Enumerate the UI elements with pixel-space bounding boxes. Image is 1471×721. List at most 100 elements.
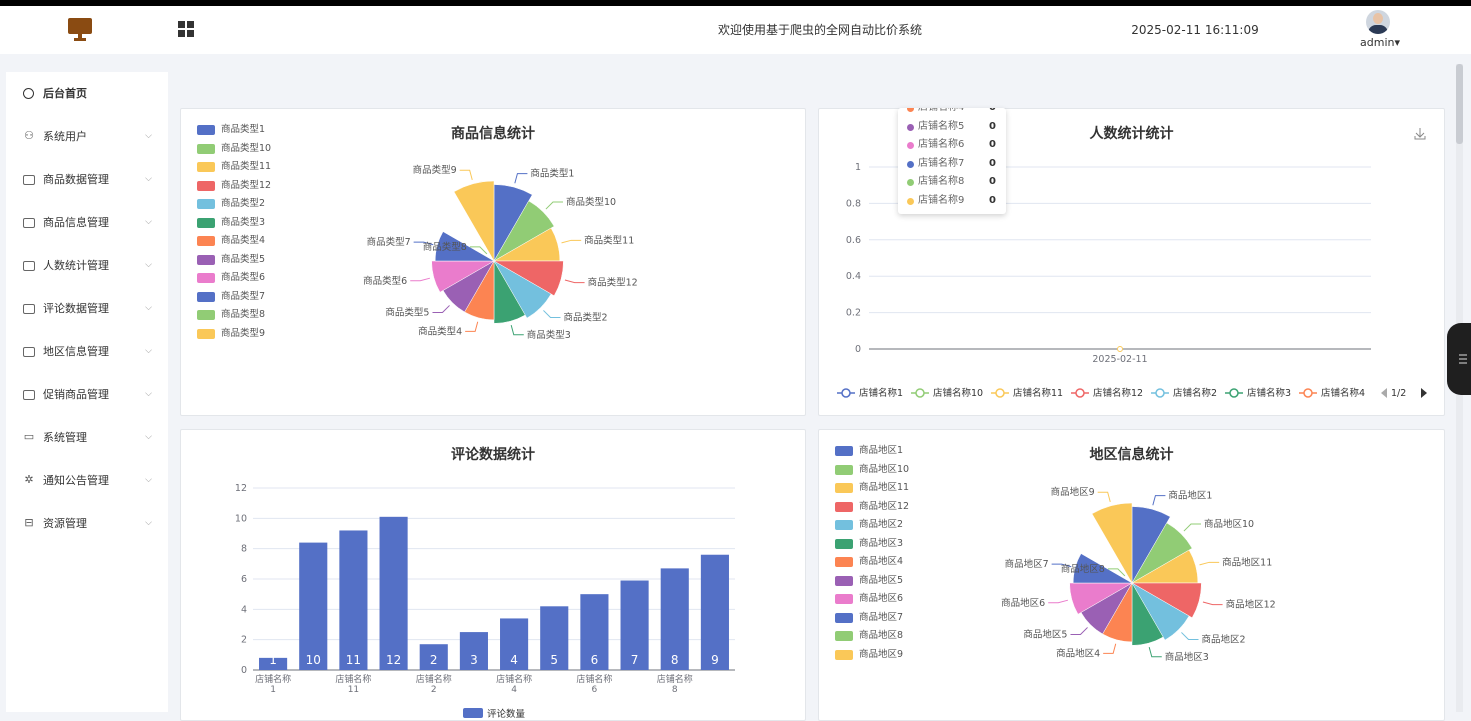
region-info-pie-chart: 商品地区1 商品地区10 商品地区11 商品地区12 商品地区2 商品地区3 商品地区4 商品… [1001,486,1276,663]
menu-grid-icon[interactable] [178,21,194,37]
scrollbar-thumb[interactable] [1456,64,1463,144]
legend-item[interactable]: 商品类型1 [197,121,271,140]
legend-item[interactable]: 评论数量 [463,708,526,720]
sidebar-item-2[interactable]: ⚇ 系统用户 ⌵ [6,115,168,158]
legend-item[interactable]: 商品地区7 [835,609,909,628]
legend-item[interactable]: 商品地区6 [835,590,909,609]
legend-label: 商品地区10 [859,463,910,475]
legend-item[interactable]: 商品地区10 [835,461,909,480]
resource-icon: ⊟ [24,516,34,529]
slice-label: 商品类型2 [564,312,608,324]
legend-item[interactable]: 商品类型10 [197,140,271,159]
legend-swatch [197,162,215,172]
legend-item[interactable]: 商品类型12 [197,177,271,196]
slice-label: 商品类型6 [363,275,407,287]
legend-swatch [835,594,853,604]
bar [259,657,288,670]
legend-swatch [835,557,853,567]
legend-item[interactable]: 店铺名称12 [1071,387,1143,399]
legend-label: 商品类型9 [221,327,266,339]
legend-swatch [463,708,483,718]
sidebar-item-3[interactable]: 商品数据管理 ⌵ [6,158,168,201]
legend-label: 店铺名称4 [1321,387,1365,399]
label-line [459,169,473,180]
legend-item[interactable]: 商品地区5 [835,572,909,591]
clock-icon [23,88,34,99]
legend-item[interactable]: 店铺名称11 [991,387,1063,399]
sidebar-item-label: 地区信息管理 [43,345,109,358]
legend-item[interactable]: 商品类型4 [197,232,271,251]
legend-item[interactable]: 店铺名称1 [837,387,903,399]
legend-item[interactable]: 店铺名称4 [1299,387,1365,399]
sidebar-item-label: 资源管理 [43,517,87,530]
legend-item[interactable]: 商品地区12 [835,498,909,517]
bar [580,594,609,670]
data-point [1117,346,1123,352]
legend-label: 店铺名称12 [1093,387,1143,399]
sidebar-item-8[interactable]: 促销商品管理 ⌵ [6,373,168,416]
legend-item[interactable]: 商品类型7 [197,288,271,307]
legend-item[interactable]: 商品类型3 [197,214,271,233]
slice-label: 商品地区7 [1005,558,1049,570]
sidebar-item-10[interactable]: ✲ 通知公告管理 ⌵ [6,459,168,502]
avatar[interactable] [1366,10,1390,34]
legend-item[interactable]: 商品地区4 [835,553,909,572]
sidebar-item-11[interactable]: ⊟ 资源管理 ⌵ [6,502,168,545]
legend-item[interactable]: 商品类型11 [197,158,271,177]
sidebar-item-5[interactable]: 人数统计管理 ⌵ [6,244,168,287]
user-menu[interactable]: admin▾ [1350,36,1410,49]
legend-item[interactable]: 商品地区9 [835,646,909,665]
sidebar-item-label: 人数统计管理 [43,259,109,272]
chart-tooltip: 店铺名称4 0 店铺名称5 0 店铺名称6 0 店铺名称7 0 店铺名称8 0 店铺名称9 0 [898,108,1006,214]
sidebar-item-4[interactable]: 商品信息管理 ⌵ [6,201,168,244]
y-tick-label: 2 [241,635,247,646]
legend-pager[interactable]: 1/2 [1381,388,1427,399]
series-dot [907,160,914,168]
bar [540,606,569,670]
legend-item[interactable]: 店铺名称3 [1225,387,1291,399]
slice-label: 商品地区2 [1202,634,1246,646]
pie-slice [493,260,552,319]
tooltip-value: 0 [989,139,996,150]
goods-info-pie-chart: 商品类型1 商品类型10 商品类型11 商品类型12 商品类型2 商品类型3 商品类型4 商品… [363,164,638,341]
legend-label: 商品地区5 [859,574,904,586]
legend-item[interactable]: 商品地区8 [835,627,909,646]
sidebar-item-6[interactable]: 评论数据管理 ⌵ [6,287,168,330]
legend-item[interactable]: 商品地区3 [835,535,909,554]
sidebar: 后台首页 ⚇ 系统用户 ⌵ 商品数据管理 ⌵ 商品信息管理 ⌵ 人数统计管理 ⌵ 评论数据管理 ⌵ 地区… [6,72,168,712]
legend-label: 商品类型4 [221,235,266,246]
legend-item[interactable]: 商品地区1 [835,442,909,461]
legend-label: 商品类型8 [221,309,266,320]
legend-swatch [835,649,853,660]
monitor-logo-icon [68,18,92,42]
x-tick-label: 店铺名称 [255,673,291,685]
tooltip-series-name: 店铺名称6 [918,139,965,150]
floating-tool-button[interactable] [1447,323,1471,395]
legend-label: 商品地区11 [859,482,910,493]
chevron-down-icon: ⌵ [145,518,152,528]
legend-item[interactable]: 店铺名称10 [911,387,983,399]
download-icon[interactable] [1414,128,1426,140]
sidebar-item-label: 系统管理 [43,431,87,444]
legend-swatch [835,612,853,623]
legend-item[interactable]: 商品类型9 [197,325,271,344]
legend-item[interactable]: 商品类型6 [197,269,271,288]
sidebar-item-9[interactable]: ▭ 系统管理 ⌵ [6,416,168,459]
sidebar-item-1[interactable]: 后台首页 [6,72,168,115]
slice-label: 商品类型8 [423,241,467,253]
legend-item[interactable]: 商品类型8 [197,306,271,325]
legend-item[interactable]: 商品地区11 [835,479,909,498]
sidebar-item-7[interactable]: 地区信息管理 ⌵ [6,330,168,373]
legend-item[interactable]: 商品类型2 [197,195,271,214]
label-line [410,277,431,282]
legend-item[interactable]: 店铺名称2 [1151,387,1217,399]
bar-label: 11 [346,653,361,667]
legend-item[interactable]: 商品地区2 [835,516,909,535]
label-line [1103,643,1117,654]
people-stats-line-chart: 0 0.2 0.4 0.6 0.8 1 2025-02-11 店铺名称1 店铺名称10 店铺名称1… [837,128,1427,399]
chevron-down-icon: ⌵ [145,217,152,227]
legend-item[interactable]: 商品类型5 [197,251,271,270]
bar-label: 5 [550,653,558,667]
legend-swatch [197,236,215,246]
series-dot [907,197,914,205]
